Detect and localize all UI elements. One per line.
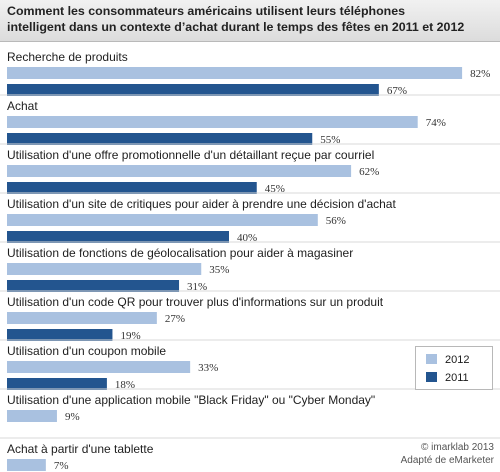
- credit-source: Adapté de eMarketer: [400, 455, 494, 466]
- value-label-2011-cat-5: 31%: [187, 281, 207, 293]
- legend-item-2012: 2012: [426, 353, 469, 367]
- value-label-2011-cat-6: 19%: [120, 330, 140, 342]
- value-label-2012-cat-5: 35%: [209, 264, 229, 276]
- bar-2012-cat-9: [7, 459, 46, 471]
- credits: © imarklab 2013 Adapté de eMarketer: [401, 441, 494, 467]
- value-label-2012-cat-4: 56%: [326, 215, 346, 227]
- value-label-2012-cat-1: 82%: [470, 68, 490, 80]
- bar-2012-cat-7: [7, 361, 191, 373]
- value-label-2012-cat-2: 74%: [426, 117, 446, 129]
- value-label-2011-cat-2: 55%: [320, 134, 340, 146]
- bar-2012-cat-3: [7, 165, 352, 177]
- category-label-cat-2: Achat: [7, 99, 38, 113]
- category-label-cat-5: Utilisation de fonctions de géolocalisat…: [7, 246, 353, 260]
- value-label-2011-cat-3: 45%: [265, 183, 285, 195]
- value-label-2011-cat-7: 18%: [115, 379, 135, 391]
- bar-2012-cat-4: [7, 214, 318, 226]
- chart-legend: 2012 2011: [415, 346, 493, 390]
- category-label-cat-1: Recherche de produits: [7, 50, 128, 64]
- category-label-cat-3: Utilisation d'une offre promotionnelle d…: [7, 148, 374, 162]
- legend-swatch-2011: [426, 372, 437, 382]
- bar-chart: Recherche de produits 82% 67% Achat 74% 55% Ut…: [0, 50, 500, 472]
- bar-2011-cat-5: [7, 280, 180, 292]
- bar-2011-cat-3: [7, 182, 257, 194]
- value-label-2012-cat-3: 62%: [359, 166, 379, 178]
- bar-2012-cat-2: [7, 116, 418, 128]
- bar-2011-cat-4: [7, 231, 229, 243]
- category-label-cat-7: Utilisation d'un coupon mobile: [7, 344, 166, 358]
- bar-2012-cat-8: [7, 410, 57, 422]
- category-label-cat-8: Utilisation d'une application mobile "Bl…: [7, 393, 375, 407]
- bar-2012-cat-1: [7, 67, 463, 79]
- bar-2011-cat-6: [7, 329, 113, 341]
- credit-copyright: © imarklab 2013: [421, 442, 494, 453]
- chart-title-line-2: intelligent dans un contexte d’achat dur…: [7, 20, 465, 34]
- bar-2011-cat-1: [7, 84, 379, 96]
- value-label-2011-cat-4: 40%: [237, 232, 257, 244]
- category-label-cat-4: Utilisation d'un site de critiques pour …: [7, 197, 396, 211]
- bar-2012-cat-6: [7, 312, 157, 324]
- category-label-cat-6: Utilisation d'un code QR pour trouver pl…: [7, 295, 384, 309]
- value-label-2011-cat-1: 67%: [387, 85, 407, 97]
- legend-label-2012: 2012: [445, 354, 470, 366]
- value-label-2012-cat-6: 27%: [165, 313, 185, 325]
- legend-label-2011: 2011: [445, 372, 469, 384]
- legend-item-2011: 2011: [426, 371, 469, 385]
- bar-2012-cat-5: [7, 263, 202, 275]
- value-label-2012-cat-8: 9%: [65, 411, 80, 423]
- bar-2011-cat-2: [7, 133, 313, 145]
- chart-title-line-1: Comment les consommateurs américains uti…: [7, 4, 406, 18]
- bar-2011-cat-7: [7, 378, 107, 390]
- value-label-2012-cat-9: 7%: [54, 460, 69, 472]
- legend-swatch-2012: [426, 354, 437, 364]
- chart-header: Comment les consommateurs américains uti…: [0, 0, 500, 42]
- category-label-cat-9: Achat à partir d'une tablette: [7, 442, 154, 456]
- value-label-2012-cat-7: 33%: [198, 362, 218, 374]
